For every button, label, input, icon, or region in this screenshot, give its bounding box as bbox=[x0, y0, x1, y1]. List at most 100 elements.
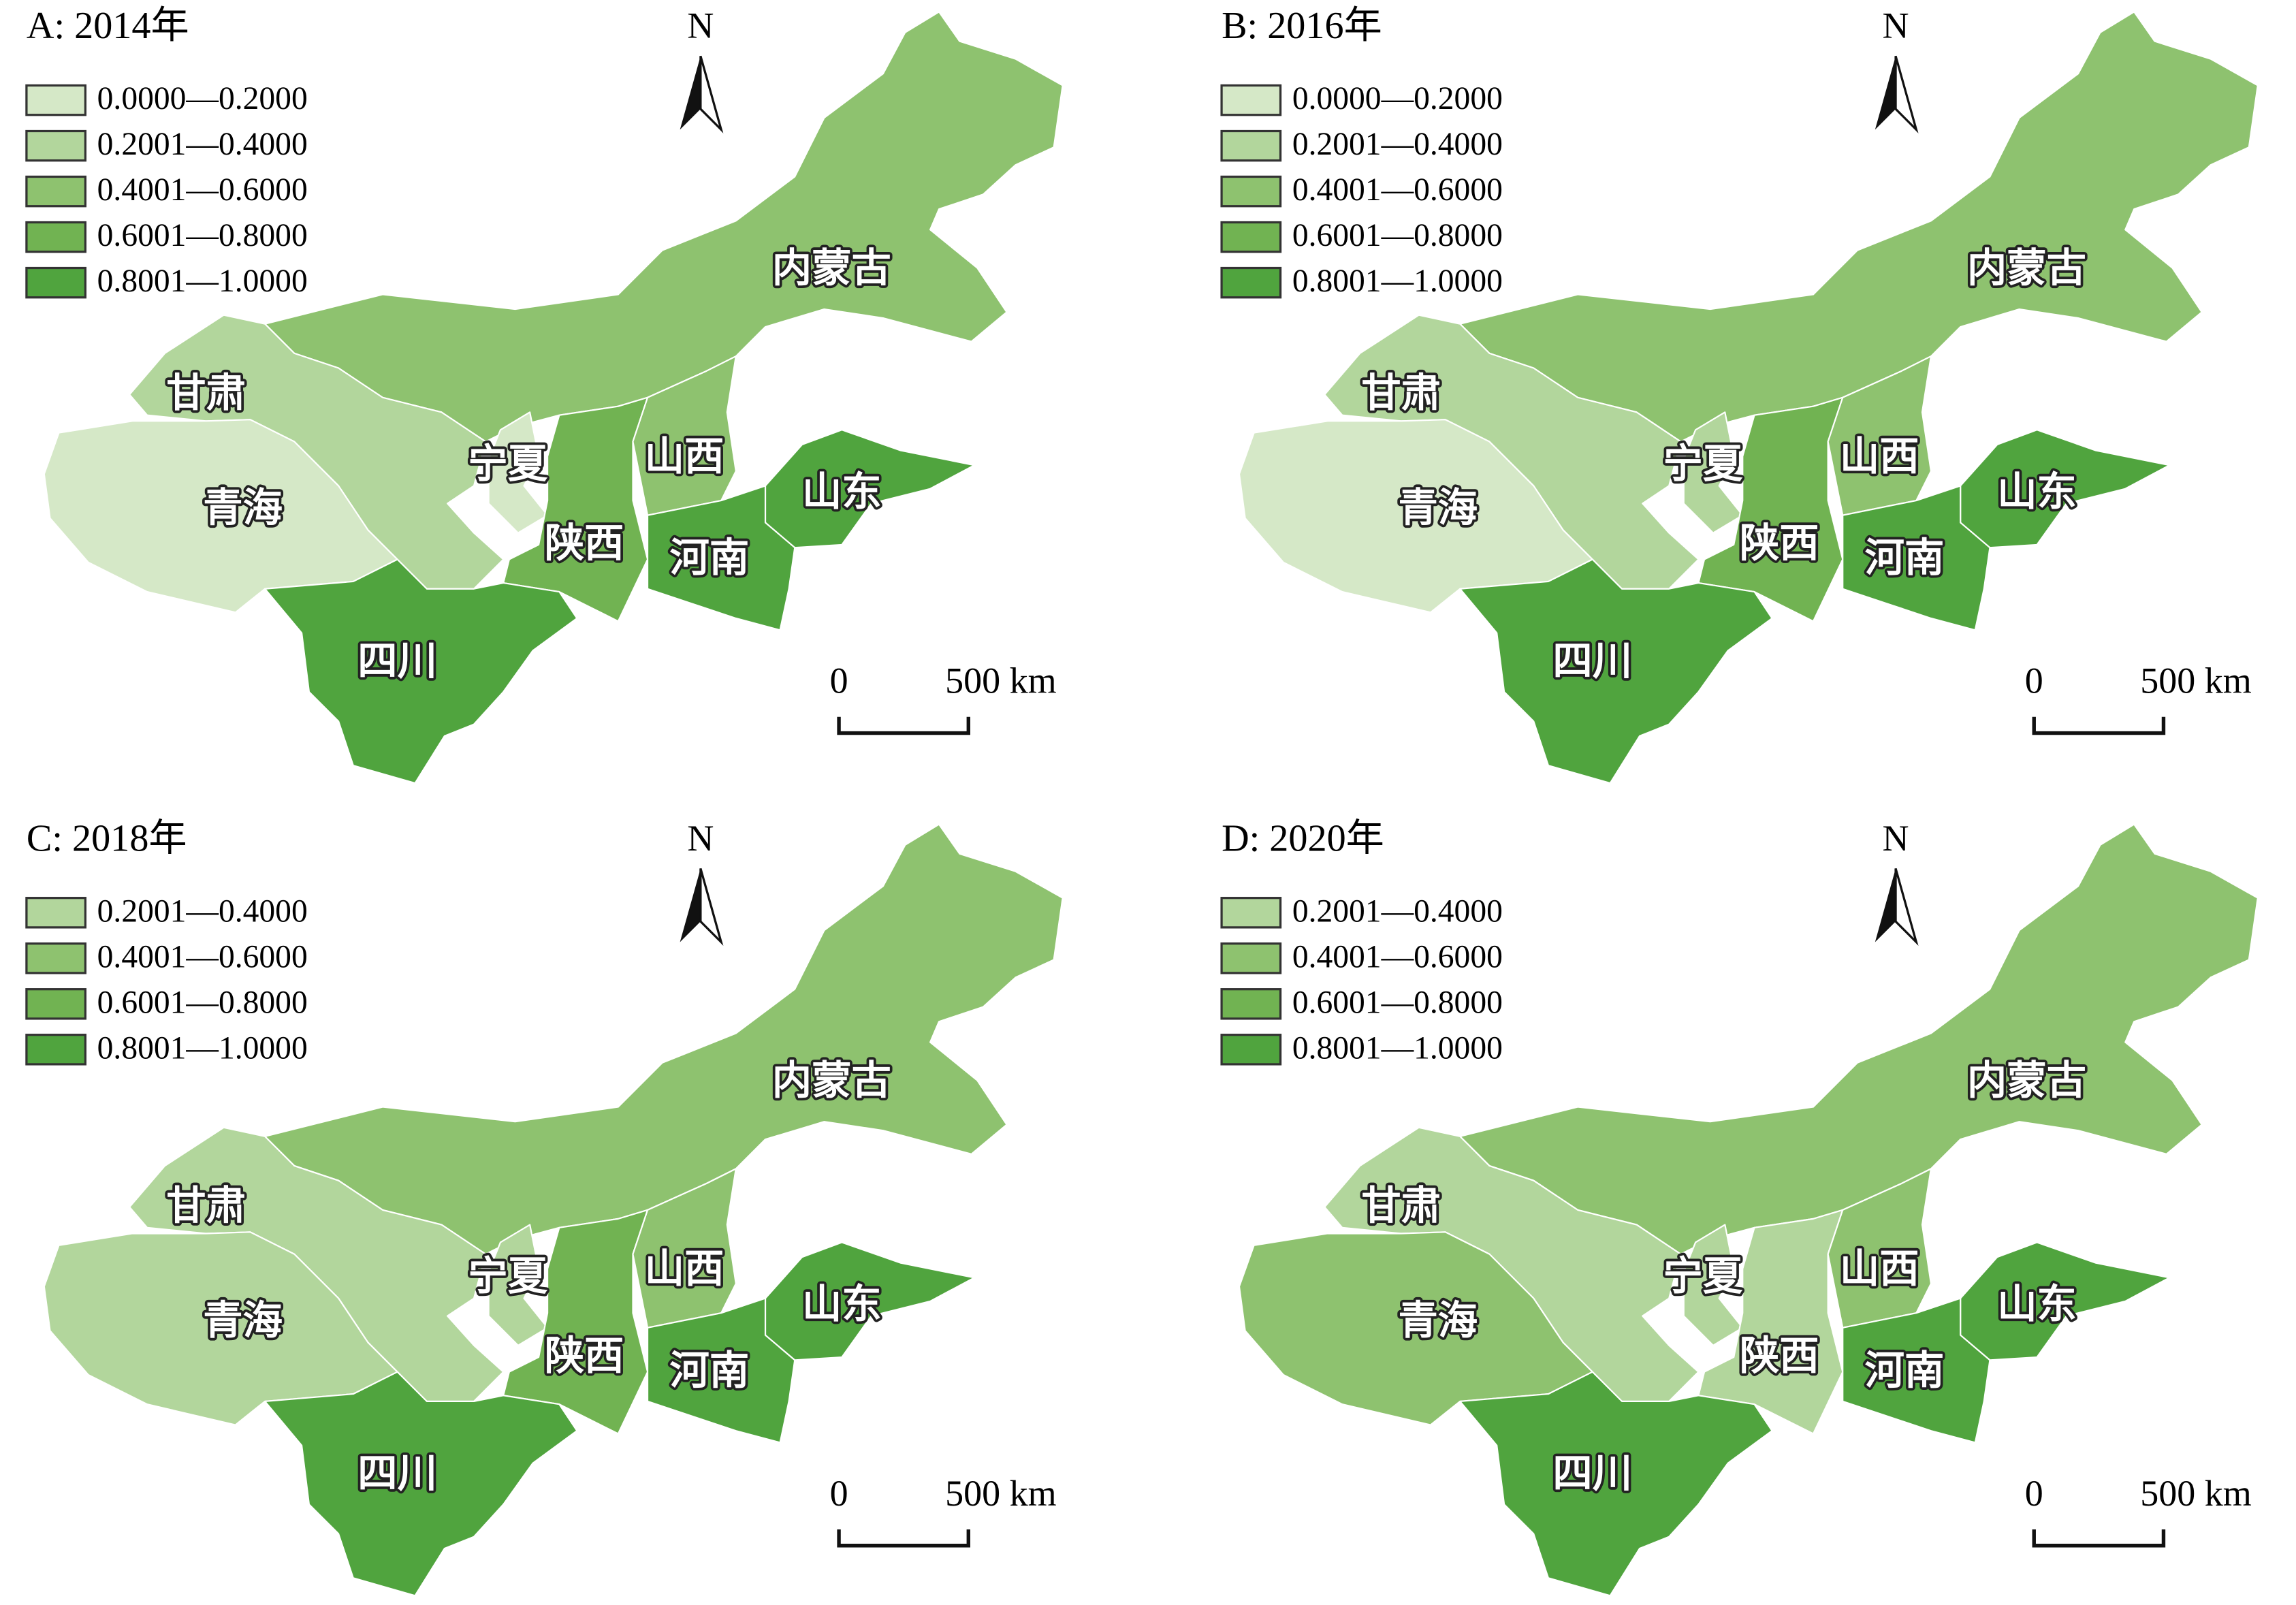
scale-label: 500 km bbox=[2140, 661, 2252, 701]
north-arrow-right bbox=[1894, 55, 1919, 133]
province-label: 宁夏 bbox=[1663, 442, 1743, 486]
legend-label: 0.2001—0.4000 bbox=[97, 893, 308, 929]
province-label: 青海 bbox=[203, 486, 283, 530]
scale-label: 0 bbox=[830, 661, 848, 701]
province-label: 内蒙古 bbox=[772, 1059, 891, 1103]
province-label: 陕西 bbox=[545, 522, 624, 566]
scale-label: 500 km bbox=[2140, 1473, 2252, 1514]
legend-swatch bbox=[25, 266, 86, 299]
north-arrow-right bbox=[699, 868, 724, 947]
legend-label: 0.4001—0.6000 bbox=[97, 172, 308, 208]
province-label: 甘肃 bbox=[166, 1183, 246, 1228]
scale-label: 0 bbox=[2025, 1473, 2043, 1514]
province-label: 山东 bbox=[1997, 1282, 2077, 1326]
province bbox=[632, 355, 737, 516]
north-label: N bbox=[687, 5, 714, 46]
legend-swatch bbox=[1220, 175, 1282, 208]
north-label: N bbox=[1883, 818, 1909, 859]
panel-title: A: 2014年 bbox=[27, 5, 189, 47]
north-arrow-left bbox=[1875, 868, 1896, 942]
province-label: 四川 bbox=[357, 639, 437, 684]
province bbox=[1827, 355, 1932, 516]
scale-bar bbox=[2032, 716, 2166, 735]
province-label: 河南 bbox=[1865, 536, 1945, 580]
province-label: 四川 bbox=[357, 1452, 437, 1496]
legend-swatch bbox=[1220, 221, 1282, 253]
legend-swatch bbox=[1220, 942, 1282, 974]
province-label: 青海 bbox=[203, 1299, 283, 1343]
province-label: 宁夏 bbox=[468, 442, 547, 486]
legend-label: 0.8001—1.0000 bbox=[97, 264, 308, 299]
scale-bar bbox=[2032, 1529, 2166, 1548]
legend-label: 0.4001—0.6000 bbox=[97, 939, 308, 974]
legend-swatch bbox=[1220, 988, 1282, 1020]
province-label: 四川 bbox=[1552, 639, 1632, 684]
province-label: 宁夏 bbox=[1663, 1254, 1743, 1299]
legend-label: 0.6001—0.8000 bbox=[97, 218, 308, 253]
legend-swatch bbox=[1220, 266, 1282, 299]
province bbox=[1842, 1297, 1991, 1444]
north-label: N bbox=[1883, 5, 1909, 46]
province bbox=[632, 1168, 737, 1329]
province-label: 内蒙古 bbox=[772, 246, 891, 290]
north-label: N bbox=[687, 818, 714, 859]
legend-label: 0.6001—0.8000 bbox=[97, 985, 308, 1020]
province-label: 山西 bbox=[1840, 1247, 1919, 1291]
province-label: 山东 bbox=[802, 470, 882, 514]
province bbox=[1842, 485, 1991, 631]
province bbox=[1459, 11, 2259, 443]
legend-swatch bbox=[25, 897, 86, 929]
province bbox=[264, 823, 1064, 1255]
legend-label: 0.6001—0.8000 bbox=[1292, 218, 1503, 253]
province-label: 山西 bbox=[645, 1247, 724, 1291]
province-label: 河南 bbox=[669, 536, 749, 580]
panel-title: B: 2016年 bbox=[1222, 5, 1382, 47]
province bbox=[264, 1371, 578, 1597]
province bbox=[264, 558, 578, 784]
province-label: 山西 bbox=[1840, 434, 1919, 479]
legend-swatch bbox=[25, 175, 86, 208]
province-label: 山东 bbox=[1997, 470, 2077, 514]
province bbox=[1827, 1168, 1932, 1329]
legend-swatch bbox=[25, 1034, 86, 1066]
legend-label: 0.8001—1.0000 bbox=[1292, 1030, 1503, 1066]
province-label: 内蒙古 bbox=[1967, 246, 2086, 290]
scale-label: 500 km bbox=[945, 1473, 1057, 1514]
legend-swatch bbox=[1220, 1034, 1282, 1066]
legend-swatch bbox=[25, 84, 86, 116]
province-label: 陕西 bbox=[1740, 1334, 1819, 1378]
province-label: 青海 bbox=[1398, 486, 1478, 530]
province bbox=[646, 1297, 796, 1444]
legend-swatch bbox=[25, 988, 86, 1020]
province-label: 内蒙古 bbox=[1967, 1059, 2086, 1103]
scale-label: 0 bbox=[830, 1473, 848, 1514]
legend-swatch bbox=[1220, 129, 1282, 162]
north-arrow-right bbox=[1894, 868, 1919, 947]
province-label: 甘肃 bbox=[1361, 1183, 1441, 1228]
legend-label: 0.4001—0.6000 bbox=[1292, 939, 1503, 974]
legend-label: 0.2001—0.4000 bbox=[1292, 127, 1503, 162]
province bbox=[1459, 558, 1773, 784]
province-label: 青海 bbox=[1398, 1299, 1478, 1343]
province bbox=[264, 11, 1064, 443]
scale-label: 500 km bbox=[945, 661, 1057, 701]
north-arrow-left bbox=[1875, 56, 1896, 130]
legend-label: 0.6001—0.8000 bbox=[1292, 985, 1503, 1020]
legend-label: 0.2001—0.4000 bbox=[1292, 893, 1503, 929]
legend-swatch bbox=[1220, 897, 1282, 929]
province-label: 甘肃 bbox=[166, 371, 246, 415]
legend-swatch bbox=[25, 942, 86, 974]
province bbox=[646, 485, 796, 631]
province-label: 河南 bbox=[1865, 1348, 1945, 1393]
province-label: 河南 bbox=[669, 1348, 749, 1393]
province bbox=[1459, 1371, 1773, 1597]
panel-title: C: 2018年 bbox=[27, 817, 187, 859]
legend-label: 0.8001—1.0000 bbox=[97, 1030, 308, 1066]
legend-label: 0.0000—0.2000 bbox=[1292, 81, 1503, 116]
province-label: 四川 bbox=[1552, 1452, 1632, 1496]
